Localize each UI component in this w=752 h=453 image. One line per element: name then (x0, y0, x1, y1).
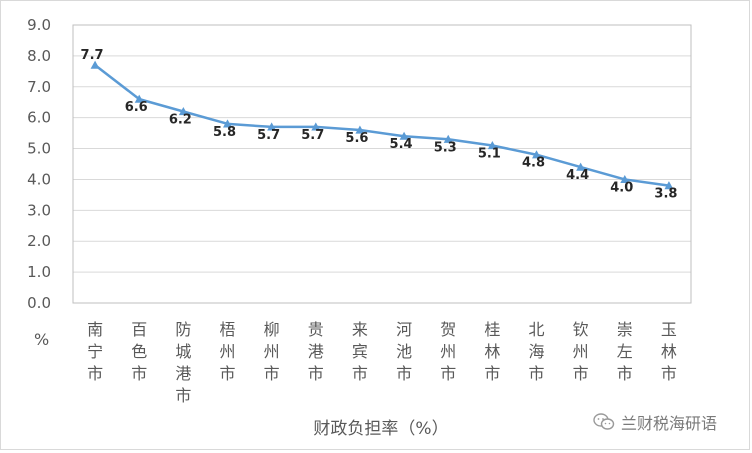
data-point-marker (664, 181, 674, 190)
x-category-label: 南宁市 (87, 320, 103, 383)
y-tick-label: 2.0 (27, 232, 51, 250)
y-tick-label: 7.0 (27, 78, 51, 96)
data-label: 6.6 (125, 100, 148, 115)
data-label: 5.3 (434, 140, 457, 155)
data-point-marker (223, 119, 232, 128)
data-label: 5.6 (345, 131, 368, 146)
x-category-label: 河池市 (396, 320, 412, 383)
data-point-marker (311, 122, 321, 131)
watermark-text: 兰财税海研语 (621, 414, 718, 433)
x-category-label: 柳州市 (264, 320, 280, 383)
data-point-marker (487, 140, 497, 150)
x-category-label: 玉林市 (661, 320, 677, 383)
y-tick-label: 0.0 (27, 294, 51, 312)
x-category-label: 来宾市 (352, 320, 368, 383)
data-label: 5.1 (478, 146, 501, 161)
data-point-marker (443, 134, 453, 143)
x-category-label: 贺州市 (440, 320, 456, 383)
data-label: 5.7 (301, 128, 324, 143)
y-tick-label: 1.0 (27, 263, 51, 281)
data-label: 5.7 (257, 128, 280, 143)
data-label: 6.2 (169, 112, 192, 127)
data-point-marker (576, 162, 586, 171)
data-point-marker (134, 94, 144, 103)
data-label: 4.0 (610, 180, 633, 195)
data-label: 5.4 (390, 137, 413, 152)
data-point-marker (532, 150, 541, 159)
x-category-label: 桂林市 (484, 320, 500, 383)
x-category-label: 防城港市 (175, 320, 191, 405)
data-point-marker (178, 106, 188, 116)
y-tick-labels: 0.0 1.0 2.0 3.0 4.0 5.0 6.0 7.0 8.0 9.0 (27, 16, 51, 312)
x-axis-title: 财政负担率（%） (313, 419, 448, 439)
y-tick-label: 4.0 (27, 170, 51, 188)
data-labels: 7.7 6.6 6.2 5.8 5.7 5.7 5.6 5.4 5.3 5.1 4.8 4.4 4.0 3… (81, 48, 678, 201)
y-tick-label: 9.0 (27, 16, 51, 34)
x-category-label: 梧州市 (219, 320, 235, 383)
plot-area-border (72, 24, 692, 304)
series (90, 60, 674, 190)
data-point-marker (399, 131, 409, 140)
data-label: 7.7 (81, 48, 104, 63)
x-category-label: 贵港市 (308, 320, 324, 383)
y-tick-label: 3.0 (27, 201, 51, 219)
y-tick-label: 6.0 (27, 109, 51, 127)
data-point-marker (355, 125, 365, 134)
y-axis-unit: % (34, 330, 49, 349)
data-label: 3.8 (654, 187, 677, 202)
axes (72, 24, 692, 304)
gridlines (73, 24, 691, 273)
data-label: 4.4 (566, 168, 589, 183)
y-tick-label: 8.0 (27, 47, 51, 65)
data-label: 5.8 (213, 125, 236, 140)
y-tick-label: 5.0 (27, 140, 51, 158)
x-category-label: 钦州市 (573, 320, 589, 383)
x-category-labels: 南宁市 百色市 防城港市 梧州市 柳州市 贵港市 来宾市 河池市 贺州市 桂林市 北海市 钦州市 崇左市… (87, 320, 677, 405)
data-point-marker (267, 122, 277, 131)
x-category-label: 北海市 (528, 320, 544, 383)
data-point-marker (620, 174, 630, 184)
x-category-label: 百色市 (131, 320, 147, 383)
data-label: 4.8 (522, 156, 545, 171)
data-point-marker (90, 60, 100, 69)
series-line (94, 64, 670, 187)
x-category-label: 崇左市 (617, 320, 633, 383)
wechat-chat-bubbles-icon (593, 413, 615, 430)
watermark: 兰财税海研语 (593, 411, 717, 433)
